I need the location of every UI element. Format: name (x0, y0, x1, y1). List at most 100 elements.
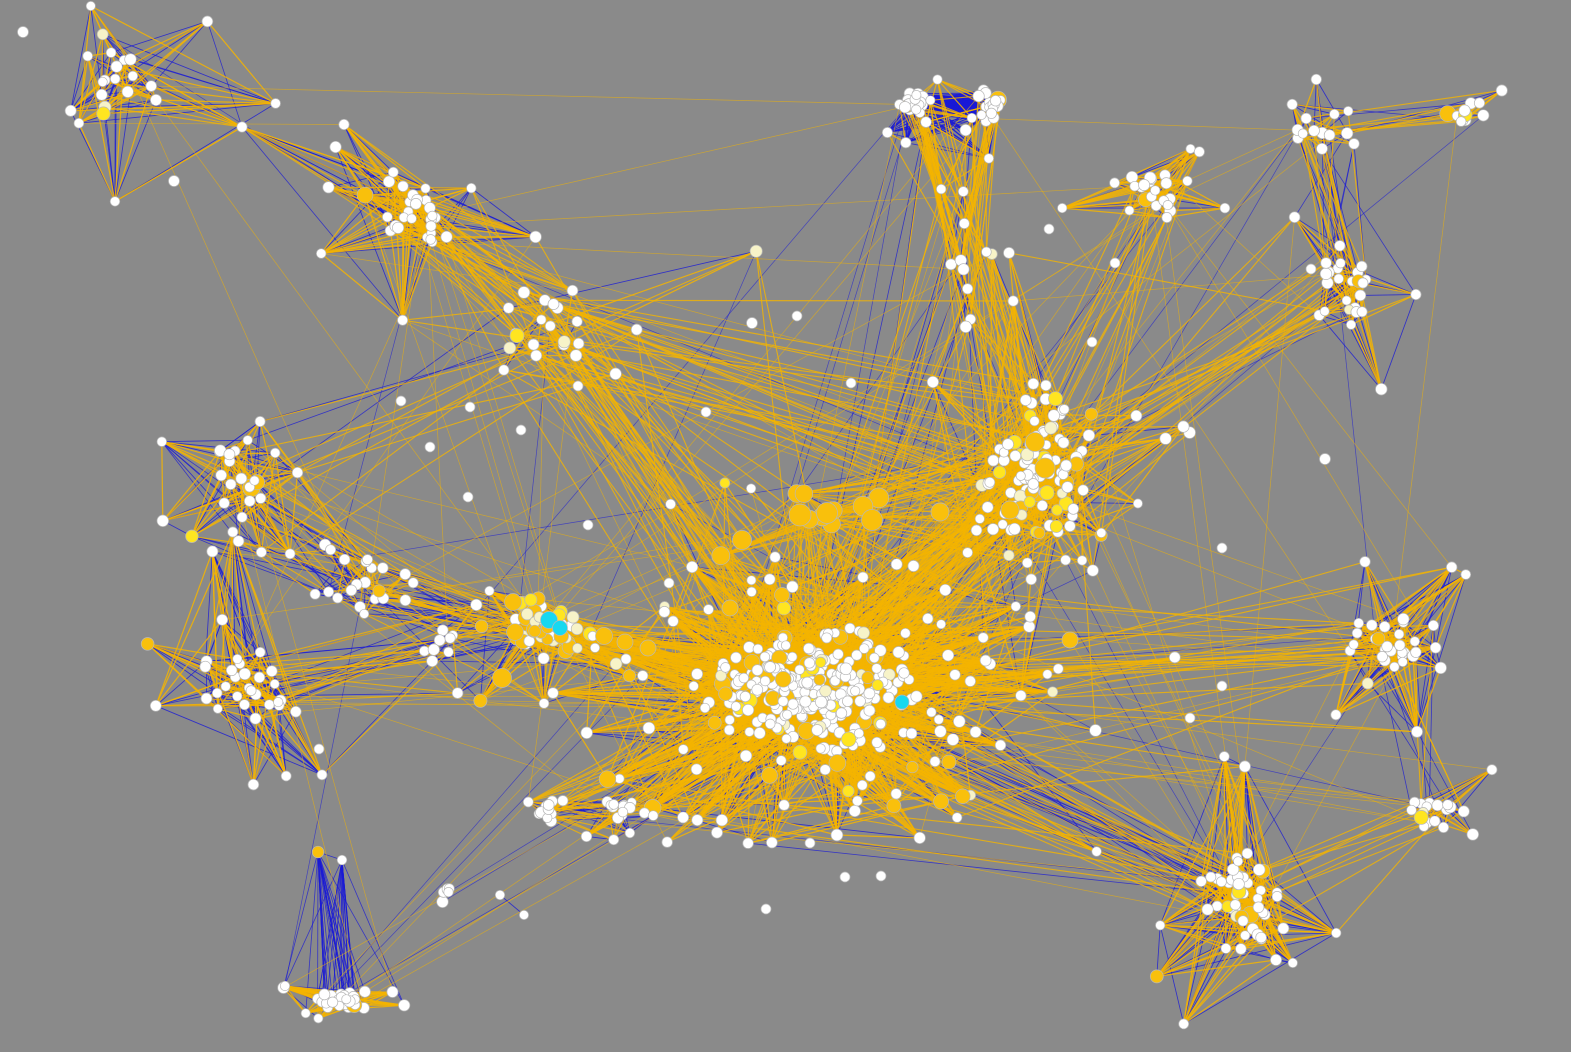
graph-node[interactable] (899, 101, 912, 114)
graph-node[interactable] (1413, 810, 1429, 825)
graph-node[interactable] (235, 472, 248, 485)
graph-node[interactable] (503, 341, 517, 355)
graph-node[interactable] (744, 726, 755, 737)
graph-node[interactable] (498, 364, 510, 376)
graph-node[interactable] (517, 286, 531, 299)
graph-node[interactable] (926, 707, 937, 718)
graph-node[interactable] (803, 642, 815, 655)
graph-node[interactable] (881, 127, 893, 138)
graph-node[interactable] (566, 610, 580, 624)
graph-node[interactable] (443, 887, 454, 898)
graph-node[interactable] (1049, 519, 1063, 533)
graph-node[interactable] (1047, 409, 1060, 422)
graph-node[interactable] (898, 667, 910, 679)
graph-node[interactable] (427, 643, 440, 656)
graph-node[interactable] (1270, 953, 1282, 966)
graph-node[interactable] (1353, 617, 1364, 629)
graph-node[interactable] (521, 607, 534, 621)
graph-node[interactable] (949, 669, 961, 681)
graph-node[interactable] (1429, 641, 1442, 654)
graph-node[interactable] (382, 175, 396, 188)
graph-node[interactable] (609, 367, 622, 380)
graph-node[interactable] (420, 183, 431, 194)
graph-node[interactable] (225, 478, 237, 490)
graph-node[interactable] (1371, 631, 1386, 646)
graph-node[interactable] (1229, 899, 1241, 911)
graph-node[interactable] (1277, 922, 1290, 935)
graph-node[interactable] (614, 773, 625, 784)
graph-node[interactable] (984, 476, 996, 488)
graph-node[interactable] (1354, 289, 1367, 302)
graph-node[interactable] (249, 712, 262, 725)
graph-node[interactable] (1359, 556, 1371, 568)
graph-node[interactable] (1378, 621, 1391, 633)
graph-node[interactable] (1486, 764, 1498, 776)
graph-node[interactable] (1084, 407, 1098, 421)
graph-node[interactable] (813, 673, 826, 686)
graph-node[interactable] (519, 910, 529, 920)
graph-node[interactable] (1129, 180, 1140, 192)
graph-node[interactable] (850, 685, 861, 697)
graph-node[interactable] (509, 328, 525, 344)
graph-node[interactable] (1356, 260, 1368, 273)
graph-node[interactable] (815, 656, 827, 668)
graph-node[interactable] (981, 246, 992, 258)
graph-node[interactable] (1061, 631, 1079, 649)
graph-node[interactable] (1375, 383, 1388, 396)
graph-node[interactable] (571, 315, 583, 328)
graph-node[interactable] (1460, 569, 1472, 580)
graph-node[interactable] (397, 314, 409, 326)
graph-node[interactable] (1060, 459, 1073, 472)
graph-node[interactable] (494, 889, 506, 901)
graph-node[interactable] (595, 627, 613, 645)
graph-node[interactable] (703, 604, 714, 615)
graph-node[interactable] (791, 310, 803, 322)
graph-node[interactable] (377, 562, 389, 574)
graph-node[interactable] (617, 806, 629, 818)
graph-node[interactable] (358, 985, 371, 998)
graph-node[interactable] (1305, 263, 1317, 275)
graph-node[interactable] (1138, 179, 1151, 191)
graph-node[interactable] (1010, 601, 1021, 612)
graph-node[interactable] (1161, 212, 1173, 223)
graph-node[interactable] (1008, 522, 1021, 536)
graph-node[interactable] (506, 623, 524, 641)
graph-node[interactable] (407, 577, 419, 589)
graph-node[interactable] (955, 788, 971, 804)
graph-node[interactable] (1082, 429, 1096, 442)
graph-node[interactable] (803, 657, 816, 669)
graph-node[interactable] (942, 649, 955, 662)
graph-node[interactable] (1033, 527, 1046, 539)
graph-node[interactable] (1397, 656, 1408, 667)
graph-node[interactable] (1160, 177, 1173, 190)
graph-node[interactable] (845, 377, 857, 389)
graph-node[interactable] (858, 643, 870, 654)
graph-node[interactable] (699, 702, 711, 714)
graph-node[interactable] (1343, 106, 1354, 117)
graph-node[interactable] (720, 662, 731, 673)
graph-node[interactable] (816, 502, 838, 524)
graph-node[interactable] (715, 814, 729, 827)
graph-node[interactable] (930, 502, 950, 522)
graph-node[interactable] (1216, 680, 1228, 692)
graph-node[interactable] (168, 175, 180, 187)
graph-node[interactable] (309, 588, 321, 600)
graph-node[interactable] (957, 263, 970, 276)
graph-node[interactable] (647, 810, 659, 821)
graph-node[interactable] (566, 284, 579, 297)
graph-node[interactable] (249, 475, 260, 486)
graph-node[interactable] (201, 15, 214, 28)
graph-node[interactable] (232, 691, 243, 702)
graph-node[interactable] (582, 519, 594, 531)
graph-node[interactable] (746, 317, 758, 329)
graph-node[interactable] (1219, 202, 1231, 214)
graph-node[interactable] (1109, 177, 1120, 189)
graph-node[interactable] (1021, 557, 1033, 569)
graph-node[interactable] (941, 754, 957, 770)
graph-node[interactable] (96, 28, 109, 41)
graph-node[interactable] (426, 655, 439, 668)
graph-node[interactable] (580, 830, 593, 843)
graph-node[interactable] (557, 335, 571, 349)
graph-node[interactable] (273, 697, 284, 708)
graph-node[interactable] (763, 573, 776, 586)
